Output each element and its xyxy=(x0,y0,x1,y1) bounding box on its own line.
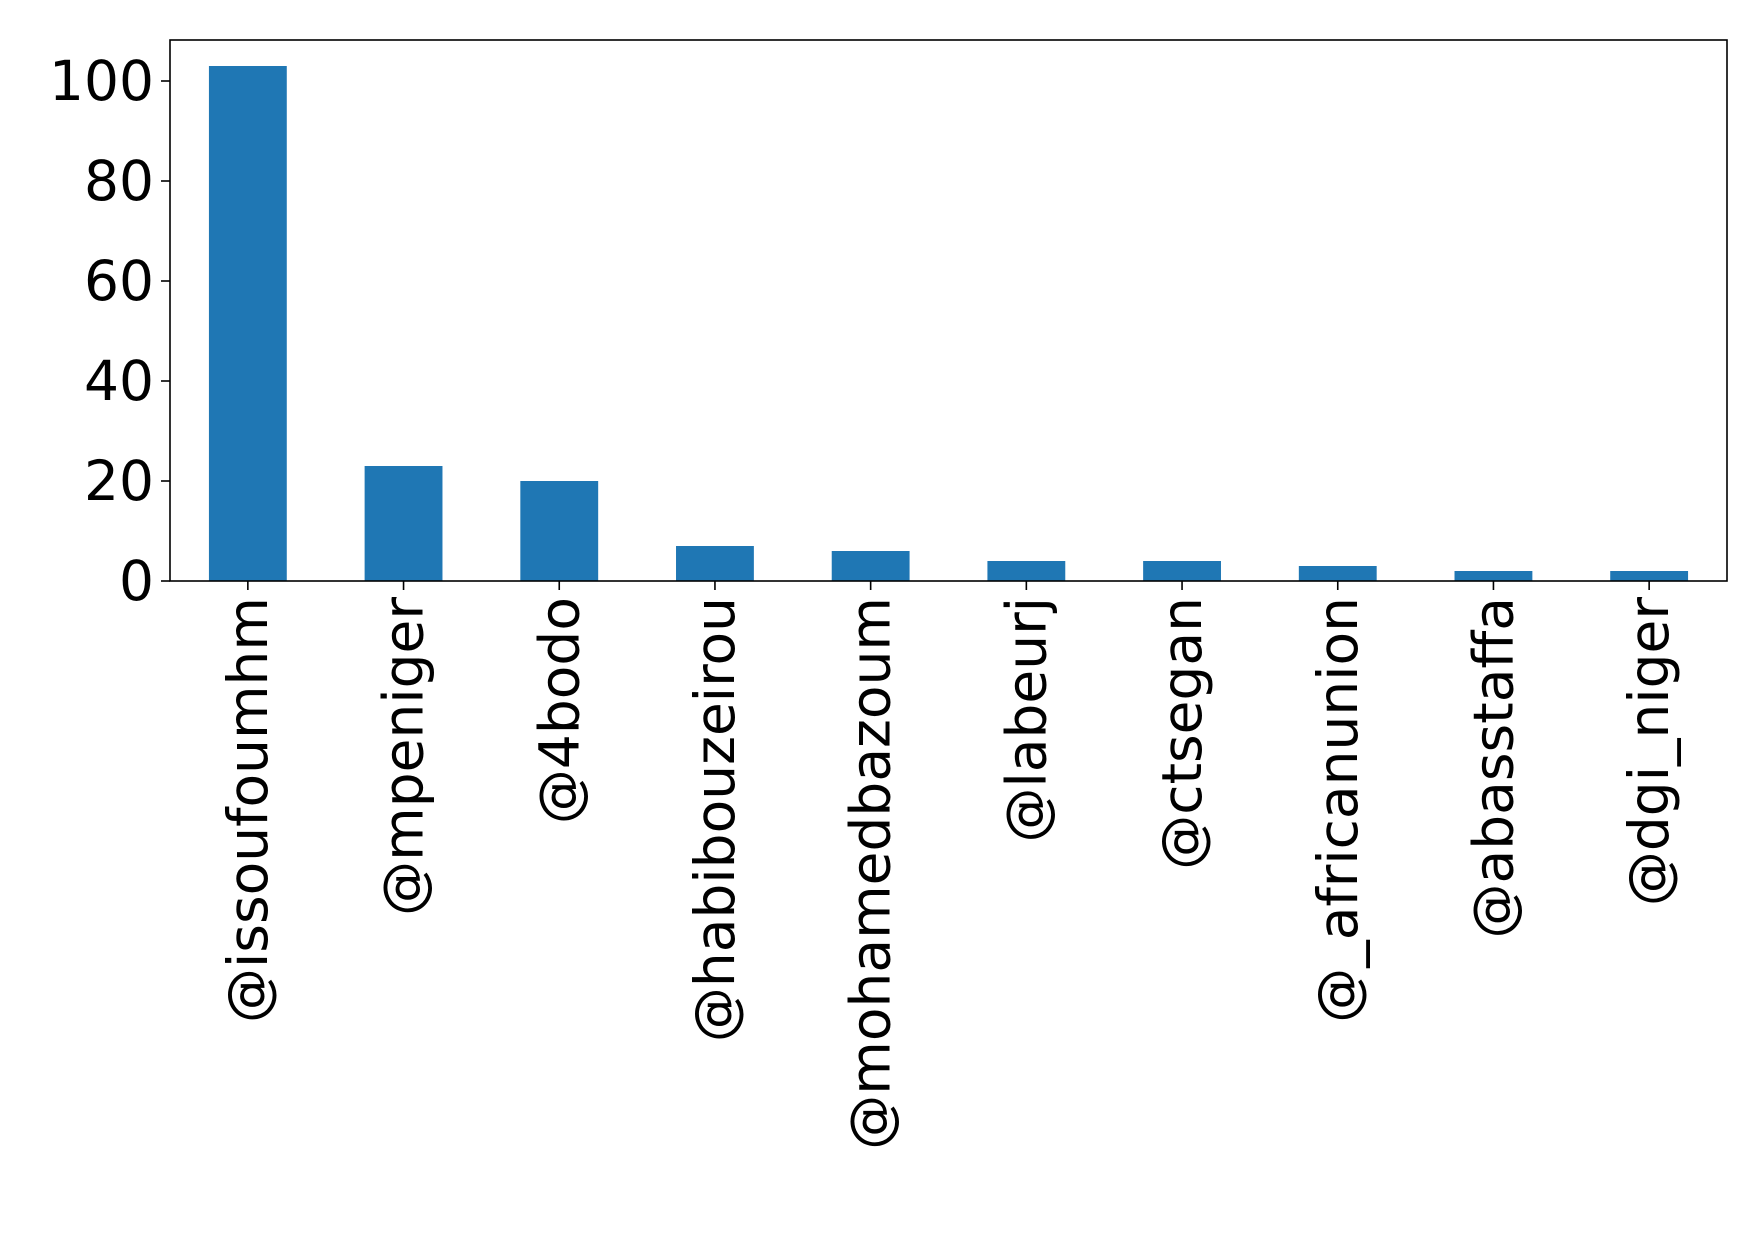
x-tick-label: @dgi_niger xyxy=(1617,597,1681,906)
bar-3 xyxy=(676,546,754,581)
bar-8 xyxy=(1454,571,1533,581)
bar-1 xyxy=(364,466,443,581)
y-tick-label: 60 xyxy=(84,249,154,313)
x-tick-label: @_africanunion xyxy=(1306,597,1370,1023)
x-tick-label: @labeurj xyxy=(994,597,1058,843)
y-tick-label: 20 xyxy=(84,449,154,513)
bar-9 xyxy=(1610,571,1689,581)
y-tick-label: 0 xyxy=(119,549,154,613)
x-tick-label: @ctsegan xyxy=(1150,597,1214,870)
bar-4 xyxy=(831,551,910,581)
bar-2 xyxy=(520,481,599,581)
y-tick-label: 40 xyxy=(84,349,154,413)
bar-6 xyxy=(1143,561,1221,581)
x-tick-label: @habibouzeirou xyxy=(683,597,747,1042)
y-axis: 0 20 40 60 80 100 xyxy=(49,49,170,613)
x-tick-label: @abasstaffa xyxy=(1461,597,1525,939)
x-tick-label: @mpeniger xyxy=(372,597,436,916)
x-axis: @issoufoumhm @mpeniger @4bodo @habibouzeiro… xyxy=(216,581,1681,1150)
y-tick-label: 80 xyxy=(84,149,154,213)
x-tick-label: @issoufoumhm xyxy=(216,597,280,1023)
x-tick-label: @4bodo xyxy=(527,597,591,824)
y-tick-label: 100 xyxy=(49,49,154,113)
bar-5 xyxy=(987,561,1066,581)
bars-group xyxy=(208,66,1689,581)
x-tick-label: @mohamedbazoum xyxy=(839,597,903,1150)
bar-0 xyxy=(208,66,287,581)
bar-7 xyxy=(1298,566,1377,581)
plot-frame xyxy=(169,39,1728,582)
